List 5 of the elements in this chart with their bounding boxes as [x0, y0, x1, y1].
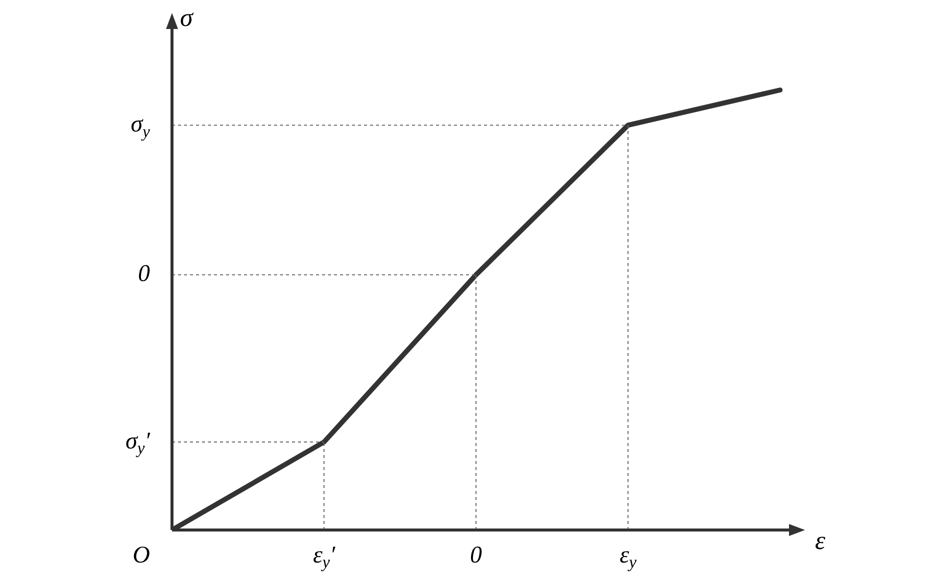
y-axis-title: σ	[180, 2, 194, 32]
x-tick-label: 0	[470, 542, 482, 568]
text: 0	[138, 261, 150, 288]
text: O	[132, 542, 150, 568]
x-axis-title: ε	[815, 526, 826, 555]
